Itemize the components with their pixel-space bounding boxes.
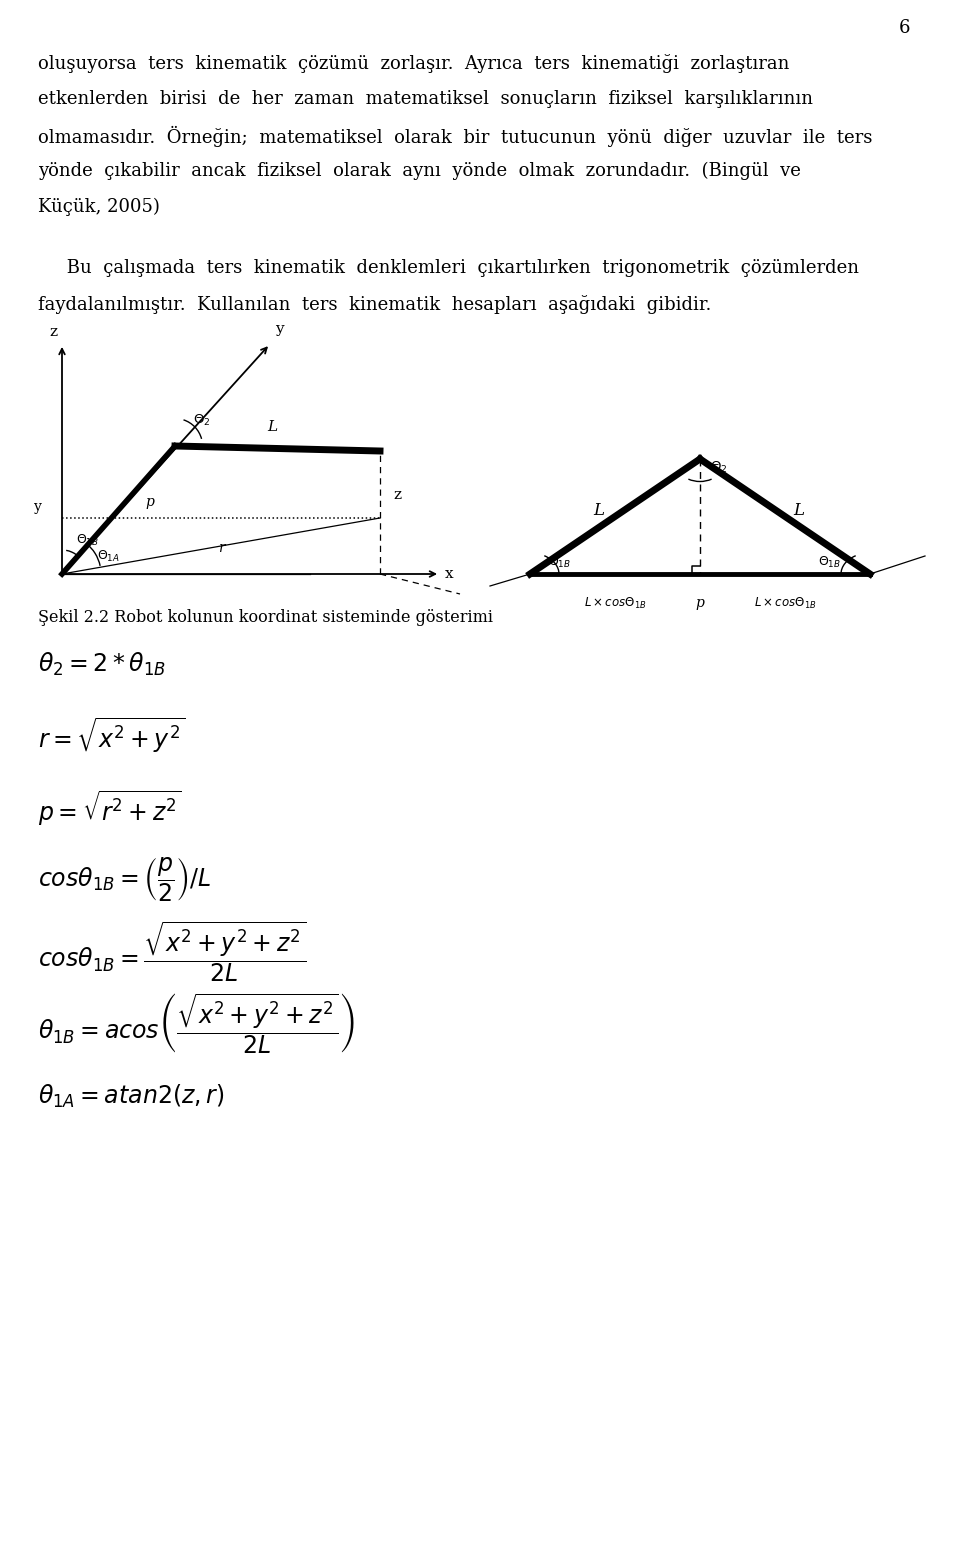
Text: L: L — [793, 502, 804, 519]
Text: $p = \sqrt{r^2 + z^2}$: $p = \sqrt{r^2 + z^2}$ — [38, 788, 182, 828]
Text: $\Theta_{1B}$: $\Theta_{1B}$ — [548, 555, 571, 570]
Text: etkenlerden  birisi  de  her  zaman  matematiksel  sonuçların  fiziksel  karşılı: etkenlerden birisi de her zaman matemati… — [38, 90, 813, 107]
Text: L: L — [593, 502, 604, 519]
Text: y: y — [275, 322, 283, 336]
Text: oluşuyorsa  ters  kinematik  çözümü  zorlaşır.  Ayrıca  ters  kinematiği  zorlaş: oluşuyorsa ters kinematik çözümü zorlaşı… — [38, 54, 789, 73]
Text: p: p — [145, 496, 154, 510]
Text: z: z — [393, 488, 401, 502]
Text: $\theta_{1A} = atan2(z, r)$: $\theta_{1A} = atan2(z, r)$ — [38, 1083, 225, 1110]
Text: olmamasıdır.  Örneğin;  matematiksel  olarak  bir  tutucunun  yönü  diğer  uzuvl: olmamasıdır. Örneğin; matematiksel olara… — [38, 126, 873, 148]
Text: L: L — [267, 420, 277, 434]
Text: z: z — [49, 325, 57, 339]
Text: $\Theta_{1B}$: $\Theta_{1B}$ — [818, 555, 841, 570]
Text: p: p — [696, 597, 705, 611]
Text: $cos\theta_{1B} = \dfrac{\sqrt{x^2 + y^2 + z^2}}{2L}$: $cos\theta_{1B} = \dfrac{\sqrt{x^2 + y^2… — [38, 920, 306, 984]
Text: y: y — [35, 500, 42, 514]
Text: $\Theta_2$: $\Theta_2$ — [193, 413, 210, 427]
Text: Küçük, 2005): Küçük, 2005) — [38, 197, 160, 216]
Text: Bu  çalışmada  ters  kinematik  denklemleri  çıkartılırken  trigonometrik  çözüm: Bu çalışmada ters kinematik denklemleri … — [38, 260, 859, 277]
Text: Şekil 2.2 Robot kolunun koordinat sisteminde gösterimi: Şekil 2.2 Robot kolunun koordinat sistem… — [38, 609, 493, 626]
Text: $\theta_{1B} = acos\left(\dfrac{\sqrt{x^2 + y^2 + z^2}}{2L}\right)$: $\theta_{1B} = acos\left(\dfrac{\sqrt{x^… — [38, 991, 355, 1057]
Text: faydalanılmıştır.  Kullanılan  ters  kinematik  hesapları  aşağıdaki  gibidir.: faydalanılmıştır. Kullanılan ters kinema… — [38, 295, 711, 314]
Text: $cos\theta_{1B} = \left(\dfrac{p}{2}\right)/L$: $cos\theta_{1B} = \left(\dfrac{p}{2}\rig… — [38, 856, 211, 904]
Text: $L\times cos\Theta_{1B}$: $L\times cos\Theta_{1B}$ — [584, 597, 646, 611]
Text: x: x — [445, 567, 454, 581]
Text: $\Theta_{1A}$: $\Theta_{1A}$ — [97, 549, 120, 564]
Text: $r = \sqrt{x^2 + y^2}$: $r = \sqrt{x^2 + y^2}$ — [38, 716, 185, 757]
Text: $\theta_2 = 2 * \theta_{1B}$: $\theta_2 = 2 * \theta_{1B}$ — [38, 651, 166, 678]
Text: $\Theta_{1B}$: $\Theta_{1B}$ — [76, 533, 99, 549]
Text: yönde  çıkabilir  ancak  fiziksel  olarak  aynı  yönde  olmak  zorundadır.  (Bin: yönde çıkabilir ancak fiziksel olarak ay… — [38, 162, 801, 180]
Text: r: r — [218, 541, 225, 555]
Text: $\Theta_2$: $\Theta_2$ — [710, 460, 728, 476]
Text: 6: 6 — [899, 19, 910, 37]
Text: $L\times cos\Theta_{1B}$: $L\times cos\Theta_{1B}$ — [754, 597, 816, 611]
